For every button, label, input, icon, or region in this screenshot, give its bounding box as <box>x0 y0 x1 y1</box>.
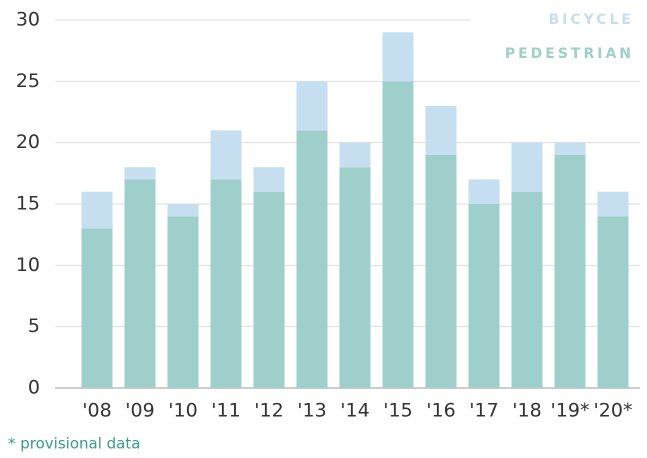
x-tick-label: '09 <box>125 400 154 422</box>
bar-segment <box>167 216 199 388</box>
bar-segment <box>382 81 414 388</box>
x-tick-label: '14 <box>340 400 369 422</box>
y-tick-label: 30 <box>16 9 40 31</box>
x-tick-label: '11 <box>211 400 240 422</box>
bar-segment <box>554 154 586 388</box>
x-tick-label: '08 <box>82 400 111 422</box>
bar-segment <box>425 154 457 388</box>
x-tick-label: '15 <box>383 400 412 422</box>
bar-segment <box>339 142 371 168</box>
legend-label: PEDESTRIAN <box>505 46 634 62</box>
y-tick-label: 0 <box>28 377 40 399</box>
bar-segment <box>511 191 543 388</box>
y-tick-label: 25 <box>16 70 40 92</box>
bar-segment <box>597 216 629 388</box>
x-tick-label: '16 <box>426 400 455 422</box>
legend-label: BICYCLE <box>548 12 634 28</box>
bar-segment <box>425 105 457 155</box>
bar-segment <box>167 204 199 217</box>
bar-segment <box>382 32 414 82</box>
y-tick-label: 10 <box>16 254 40 276</box>
x-tick-label: '12 <box>254 400 283 422</box>
footnote: * provisional data <box>8 435 140 453</box>
x-tick-label: '10 <box>168 400 197 422</box>
bar-segment <box>296 81 328 131</box>
bar-segment <box>468 179 500 204</box>
bar-segment <box>210 130 242 180</box>
bar-segment <box>511 142 543 192</box>
bar-segment <box>124 179 156 388</box>
y-tick-label: 15 <box>16 193 40 215</box>
x-tick-label: '20* <box>594 400 633 422</box>
bar-segment <box>253 191 285 388</box>
y-tick-label: 5 <box>28 315 40 337</box>
bar-segment <box>81 228 113 388</box>
x-tick-label: '19* <box>551 400 590 422</box>
bar-segment <box>81 191 113 229</box>
bar-segment <box>296 130 328 388</box>
bar-segment <box>554 142 586 155</box>
bar-segment <box>210 179 242 388</box>
bar-segment <box>253 167 285 192</box>
x-tick-label: '18 <box>512 400 541 422</box>
bar-segment <box>468 204 500 388</box>
x-tick-label: '13 <box>297 400 326 422</box>
bar-segment <box>124 167 156 180</box>
y-tick-label: 20 <box>16 131 40 153</box>
bar-segment <box>339 167 371 388</box>
x-tick-label: '17 <box>469 400 498 422</box>
bar-segment <box>597 191 629 217</box>
